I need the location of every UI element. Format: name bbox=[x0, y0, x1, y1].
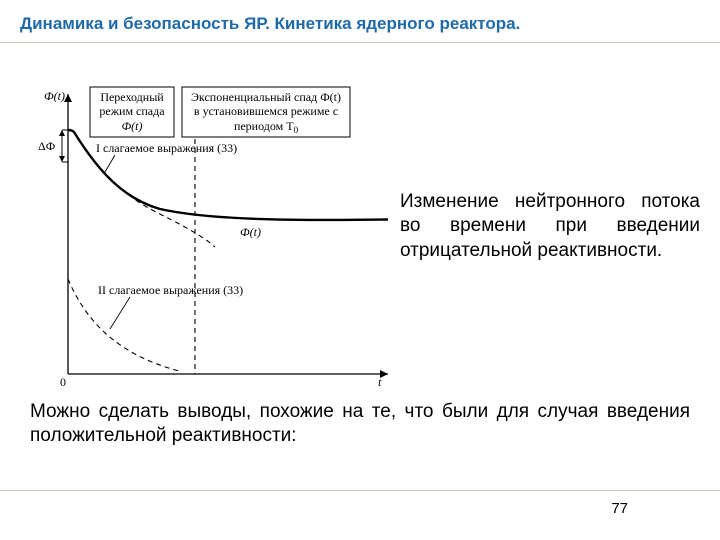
svg-text:режим спада: режим спада bbox=[99, 104, 165, 118]
y-axis-label: Ф(t) bbox=[44, 89, 65, 103]
note-i: I слагаемое выражения (33) bbox=[96, 141, 237, 172]
page-number: 77 bbox=[611, 500, 628, 517]
svg-text:Ф(t): Ф(t) bbox=[122, 119, 143, 133]
figure-caption: Изменение нейтронного потока во времени … bbox=[400, 190, 700, 263]
origin-label: 0 bbox=[60, 375, 66, 389]
svg-text:I слагаемое выражения (33): I слагаемое выражения (33) bbox=[96, 141, 237, 155]
curve-label: Ф(t) bbox=[240, 225, 261, 239]
svg-text:в установившемся режиме с: в установившемся режиме с bbox=[194, 104, 338, 118]
horizontal-rule-top bbox=[0, 42, 720, 43]
delta-bracket bbox=[59, 130, 68, 162]
conclusion-text: Можно сделать выводы, похожие на те, что… bbox=[30, 400, 690, 449]
steady-regime-box: Экспоненциальный спад Ф(t) в установивше… bbox=[182, 87, 350, 137]
flux-decay-chart: Переходный режим спада Ф(t) Экспоненциал… bbox=[30, 84, 395, 384]
slide-title: Динамика и безопасность ЯР. Кинетика яде… bbox=[20, 14, 520, 34]
svg-text:Экспоненциальный спад Ф(t): Экспоненциальный спад Ф(t) bbox=[191, 90, 341, 104]
svg-text:II слагаемое выражения (33): II слагаемое выражения (33) bbox=[98, 283, 243, 297]
svg-text:Переходный: Переходный bbox=[100, 90, 164, 104]
horizontal-rule-bottom bbox=[0, 490, 720, 491]
svg-text:периодом Т0: периодом Т0 bbox=[234, 119, 299, 135]
delta-phi-label: ΔФ bbox=[38, 139, 55, 153]
transient-regime-box: Переходный режим спада Ф(t) bbox=[90, 87, 174, 137]
note-ii: II слагаемое выражения (33) bbox=[98, 283, 243, 329]
